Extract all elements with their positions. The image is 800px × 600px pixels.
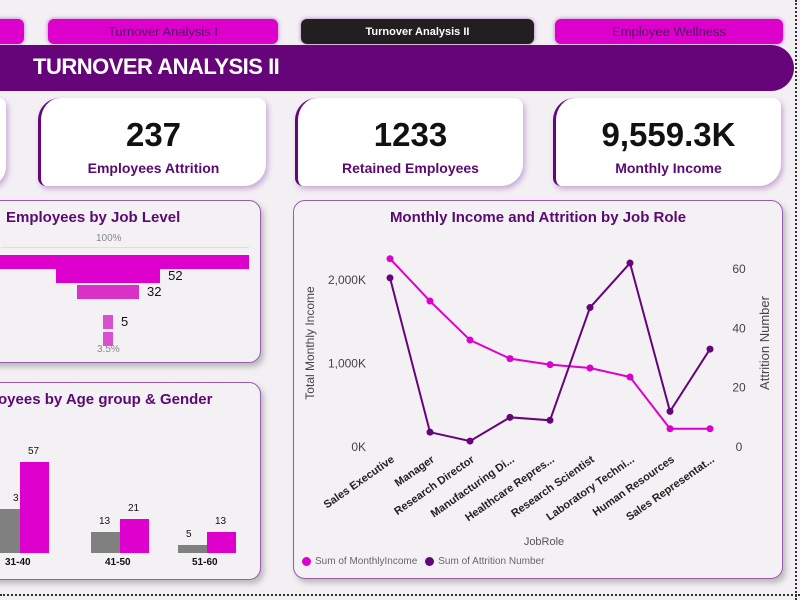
funnel-value-label: 5 [121, 314, 129, 329]
legend: Sum of MonthlyIncome Sum of Attrition Nu… [302, 556, 544, 567]
kpi-value: 9,559.3K [601, 116, 736, 153]
kpi-card-attrition: 237 Employees Attrition [38, 98, 266, 186]
x-axis-title: JobRole [524, 536, 564, 548]
kpi-value: 1233 [373, 116, 448, 153]
panel-title: Monthly Income and Attrition by Job Role [389, 209, 687, 226]
data-point [506, 355, 514, 363]
y-tick-label: 0K [351, 440, 366, 454]
funnel-bar [103, 315, 113, 329]
category-label: 51-60 [192, 557, 218, 568]
bar-value-label: 21 [128, 503, 140, 515]
canvas-edge-bottom [0, 594, 800, 596]
funnel-bar [76, 285, 139, 299]
kpi-card-retained: 1233 Retained Employees [295, 98, 523, 186]
y2-axis-title: Attrition Number [757, 295, 772, 390]
kpi-card-partial [0, 98, 6, 186]
series-line-attrition [389, 261, 711, 443]
funnel-top-line [1, 247, 249, 248]
x-tick-label: Sales Executive [322, 454, 397, 512]
bar-gray [178, 545, 207, 553]
category-label: 41-50 [105, 557, 131, 568]
panel-title: Employees by Job Level [6, 209, 181, 226]
data-point [386, 274, 394, 282]
header-banner: TURNOVER ANALYSIS II [0, 45, 794, 91]
funnel-bar [103, 332, 113, 346]
y-axis-title: Total Monthly Income [303, 286, 317, 400]
legend-attrition[interactable]: Sum of Attrition Number [438, 556, 545, 567]
tab-employee-wellness[interactable]: Employee Wellness [555, 19, 783, 44]
funnel-bar [55, 269, 161, 283]
page-title: TURNOVER ANALYSIS II [33, 54, 280, 79]
data-point [426, 428, 434, 436]
kpi-label: Monthly Income [615, 160, 722, 176]
data-point [386, 255, 394, 263]
funnel-value-label: 52 [168, 268, 183, 283]
legend-income[interactable]: Sum of MonthlyIncome [315, 556, 418, 567]
bar-gray [91, 532, 120, 553]
data-point [706, 425, 714, 433]
bar-value-label: 3 [13, 493, 19, 504]
funnel-top-label: 100% [96, 233, 122, 244]
data-point [466, 437, 474, 445]
bar-magenta [207, 532, 236, 553]
data-point [626, 373, 634, 381]
canvas-edge [795, 0, 797, 600]
data-point [586, 364, 594, 372]
y-tick-label: 1,000K [328, 357, 366, 371]
bar-value-label: 13 [99, 516, 111, 528]
bar-value-label: 5 [186, 529, 192, 541]
y2-tick-label: 20 [732, 381, 746, 395]
income-attrition-panel: Monthly Income and Attrition by Job Role… [293, 200, 783, 579]
data-point [426, 297, 434, 305]
category-label: 31-40 [5, 557, 31, 568]
data-point [626, 259, 634, 267]
data-point [706, 345, 714, 353]
bar-magenta [20, 462, 49, 553]
y2-tick-label: 40 [732, 321, 746, 335]
bar-gray [0, 509, 20, 553]
legend-dot-income [302, 557, 311, 566]
kpi-card-income: 9,559.3K Monthly Income [553, 98, 781, 186]
bar-value-label: 13 [215, 516, 227, 528]
kpi-value: 237 [125, 116, 182, 153]
series-line-income [389, 258, 710, 430]
funnel-bottom-label: 3.5% [97, 344, 120, 355]
data-point [466, 336, 474, 344]
funnel-value-label: 32 [147, 284, 162, 299]
data-point [546, 361, 554, 369]
y-tick-label: 2,000K [328, 273, 366, 287]
panel-title: oyees by Age group & Gender [0, 391, 213, 408]
data-point [666, 407, 674, 415]
funnel-bar [0, 255, 249, 269]
data-point [586, 304, 594, 312]
age-gender-panel: oyees by Age group & Gender 3 57 31-40 13 21… [0, 382, 261, 580]
tab-turnover-analysis-1[interactable]: Turnover Analysis I [48, 19, 278, 44]
y2-tick-label: 60 [732, 262, 746, 276]
line-chart: 0K 1,000K 2,000K 0 20 40 60 Total Monthly Incom… [303, 255, 772, 548]
bar-magenta [120, 519, 149, 553]
kpi-label: Employees Attrition [87, 160, 220, 176]
bar-value-label: 57 [28, 446, 40, 457]
legend-dot-attrition [425, 557, 435, 566]
tab-turnover-analysis-2[interactable]: Turnover Analysis II [301, 19, 534, 44]
y2-tick-label: 0 [736, 440, 743, 454]
tab-overview[interactable] [0, 19, 24, 44]
data-point [546, 416, 554, 424]
job-level-panel: Employees by Job Level 100% 52 32 5 3.5% [0, 200, 261, 363]
data-point [506, 413, 514, 421]
data-point [666, 425, 674, 433]
kpi-label: Retained Employees [342, 160, 479, 176]
